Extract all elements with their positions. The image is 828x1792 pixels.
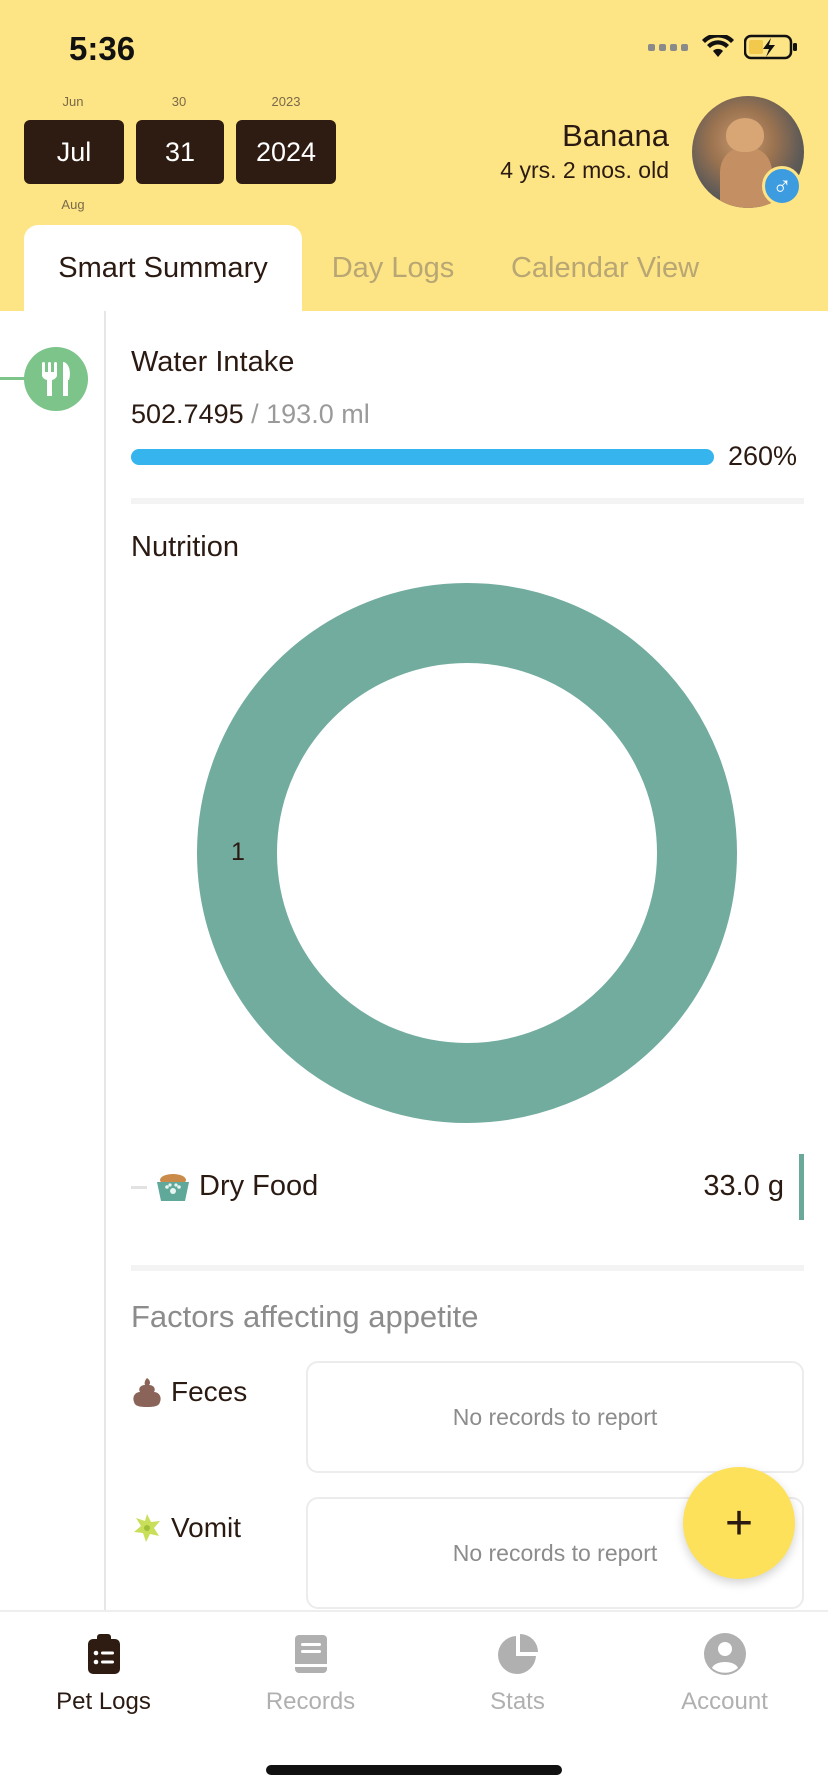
pie-chart-icon <box>497 1634 538 1674</box>
male-gender-icon: ♂ <box>762 166 802 206</box>
water-progress-bar <box>131 449 714 465</box>
water-progress-percent: 260% <box>728 441 798 471</box>
date-prev-day[interactable]: 30 <box>171 94 187 109</box>
tab-smart-summary[interactable]: Smart Summary <box>24 225 302 311</box>
water-goal: 193.0 ml <box>266 399 370 429</box>
factor-feces-label: Feces <box>171 1376 248 1407</box>
signal-dots-icon <box>648 43 688 51</box>
nav-pet-logs[interactable]: Pet Logs <box>0 1630 207 1716</box>
section-divider <box>131 498 804 504</box>
factors-title: Factors affecting appetite <box>131 1299 479 1334</box>
section-divider-2 <box>131 1265 804 1271</box>
nav-stats[interactable]: Stats <box>414 1630 621 1716</box>
status-time: 5:36 <box>69 30 136 67</box>
timeline-line <box>104 311 106 1611</box>
nav-records[interactable]: Records <box>207 1630 414 1716</box>
add-log-button[interactable]: + <box>683 1467 795 1579</box>
vomit-record-box[interactable]: No records to report <box>306 1497 804 1609</box>
tab-calendar-view[interactable]: Calendar View <box>510 251 700 284</box>
tab-day-logs[interactable]: Day Logs <box>331 251 455 284</box>
food-bowl-icon <box>155 1171 191 1208</box>
factor-vomit-label: Vomit <box>171 1512 242 1543</box>
timeline-connector <box>0 377 30 380</box>
avatar-cat-head <box>726 118 764 152</box>
year-picker[interactable]: 2024 <box>236 120 336 184</box>
water-intake-title: Water Intake <box>131 346 295 378</box>
date-prev-month[interactable]: Jun <box>62 94 84 109</box>
month-picker[interactable]: Jul <box>24 120 124 184</box>
home-indicator <box>266 1765 562 1775</box>
donut-slice-0 <box>197 583 737 1123</box>
vomit-icon <box>134 1514 160 1542</box>
battery-charging-icon <box>744 34 797 60</box>
factor-vomit: Vomit <box>131 1512 241 1544</box>
nav-pet-logs-label: Pet Logs <box>56 1688 151 1715</box>
date-prev-year[interactable]: 2023 <box>271 94 301 109</box>
water-progress-fill <box>131 449 714 465</box>
account-circle-icon <box>703 1633 746 1675</box>
nutrition-donut-chart <box>197 583 737 1123</box>
bottom-nav: Pet Logs Records Stats <box>0 1610 828 1792</box>
legend-value: 33.0 g <box>703 1170 784 1202</box>
donut-svg <box>197 583 737 1123</box>
factor-feces: Feces <box>131 1376 247 1408</box>
header: 5:36 Jun 30 2023 Jul 31 2024 Aug Banana … <box>0 0 828 311</box>
nav-records-label: Records <box>265 1688 356 1715</box>
donut-slice-label: 1 <box>231 838 245 866</box>
pet-name: Banana <box>562 118 669 153</box>
legend-dash <box>131 1186 147 1189</box>
water-separator: / <box>243 399 267 429</box>
clipboard-list-icon <box>87 1634 120 1674</box>
pet-age: 4 yrs. 2 mos. old <box>500 157 669 183</box>
date-next-month[interactable]: Aug <box>61 197 85 212</box>
status-icons <box>648 34 798 60</box>
wifi-icon <box>702 35 734 57</box>
fork-knife-icon <box>24 347 88 411</box>
nutrition-legend-item[interactable]: Dry Food 33.0 g <box>131 1154 804 1220</box>
nutrition-title: Nutrition <box>131 531 239 563</box>
legend-label: Dry Food <box>199 1170 319 1202</box>
nav-account[interactable]: Account <box>621 1630 828 1716</box>
nav-stats-label: Stats <box>490 1688 545 1715</box>
water-amount: 502.7495 <box>131 399 244 429</box>
water-intake-value: 502.7495 / 193.0 ml <box>131 399 370 430</box>
nav-account-label: Account <box>681 1688 768 1715</box>
book-icon <box>294 1635 327 1673</box>
poop-icon <box>133 1378 161 1407</box>
feces-record-box[interactable]: No records to report <box>306 1361 804 1473</box>
legend-color-bar <box>799 1154 804 1220</box>
day-picker[interactable]: 31 <box>136 120 224 184</box>
